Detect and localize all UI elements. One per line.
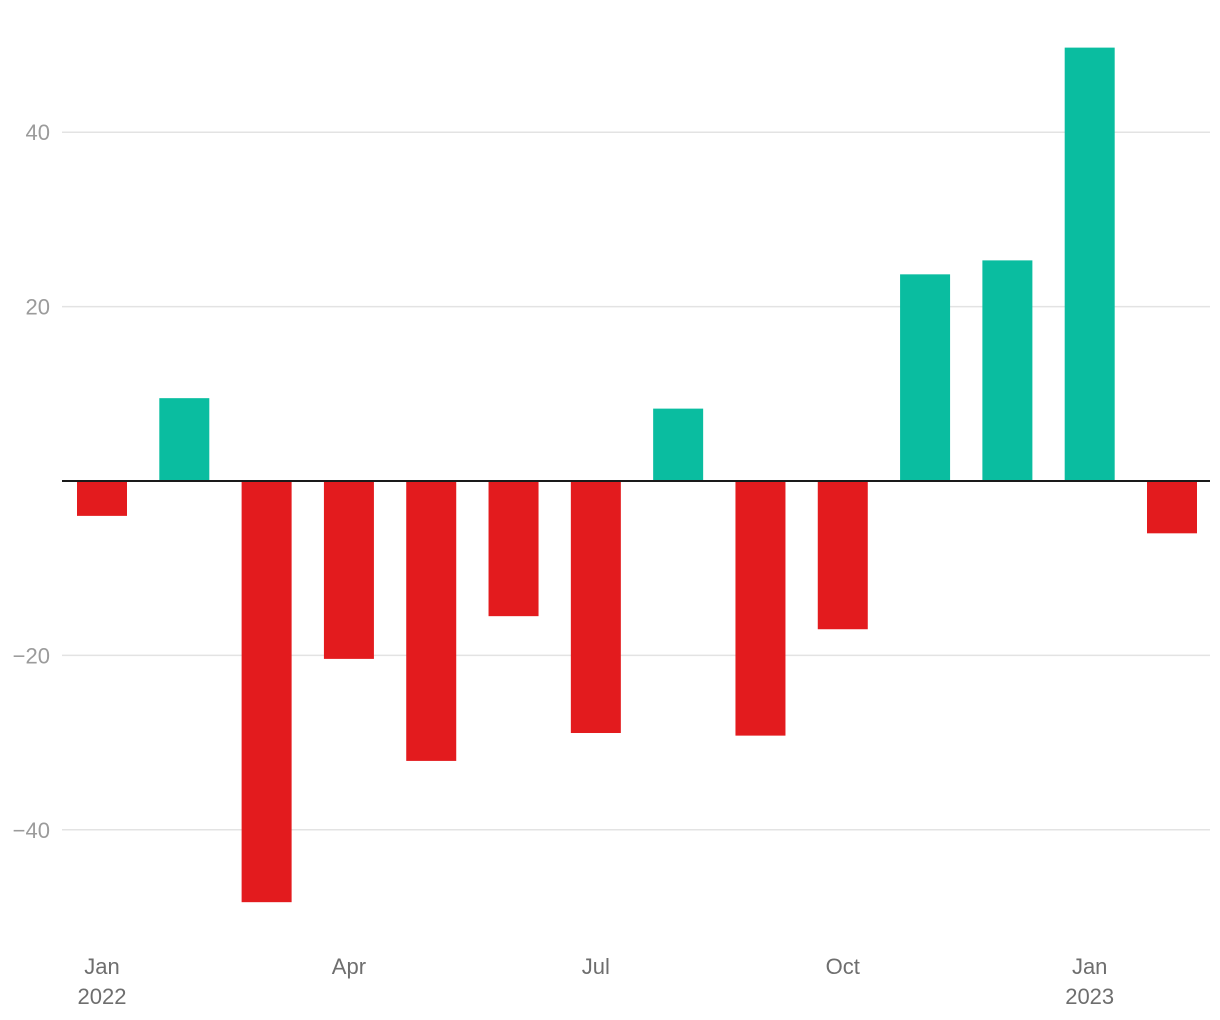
x-tick-year: 2023 — [1065, 984, 1114, 1009]
bar-2022-10 — [817, 481, 868, 630]
y-tick-label: 40 — [26, 120, 50, 145]
bar-2022-01 — [77, 481, 127, 516]
bar-2022-05 — [406, 481, 457, 761]
y-axis-ticks: −40 −20 20 40 — [13, 120, 50, 843]
x-tick-year: 2022 — [78, 984, 127, 1009]
y-tick-label: 20 — [26, 295, 50, 320]
bar-2022-07 — [570, 481, 621, 734]
y-tick-label: −20 — [13, 643, 50, 668]
bar-2022-12 — [982, 260, 1033, 481]
x-tick-month: Jul — [582, 954, 610, 979]
bar-2023-02 — [1147, 481, 1197, 534]
bar-2022-06 — [488, 481, 539, 617]
x-tick-month: Jan — [1072, 954, 1107, 979]
bars — [77, 47, 1197, 903]
bar-2022-08 — [653, 408, 704, 481]
bar-2023-01 — [1064, 47, 1115, 482]
x-tick-month: Apr — [332, 954, 366, 979]
x-axis-ticks: Jan 2022 Apr Jul Oct Jan 2023 — [78, 954, 1115, 1009]
bar-2022-03 — [241, 481, 292, 903]
bar-2022-04 — [323, 481, 374, 659]
bar-2022-11 — [900, 274, 951, 481]
bar-2022-09 — [735, 481, 786, 736]
x-tick-month: Jan — [84, 954, 119, 979]
bar-2022-02 — [159, 398, 210, 481]
x-tick-month: Oct — [826, 954, 860, 979]
y-tick-label: −40 — [13, 818, 50, 843]
